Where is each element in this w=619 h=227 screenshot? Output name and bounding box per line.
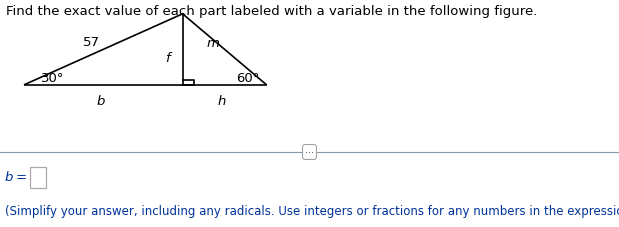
FancyBboxPatch shape bbox=[30, 168, 46, 188]
Text: 60°: 60° bbox=[236, 72, 259, 85]
Text: h: h bbox=[217, 94, 226, 108]
Text: b =: b = bbox=[5, 171, 27, 184]
Text: ···: ··· bbox=[305, 147, 314, 157]
Text: Find the exact value of each part labeled with a variable in the following figur: Find the exact value of each part labele… bbox=[6, 5, 537, 18]
Text: m: m bbox=[206, 37, 219, 50]
Text: 57: 57 bbox=[83, 35, 100, 49]
Text: f: f bbox=[165, 51, 170, 64]
Text: 30°: 30° bbox=[41, 72, 64, 85]
Text: b: b bbox=[97, 94, 105, 108]
Text: (Simplify your answer, including any radicals. Use integers or fractions for any: (Simplify your answer, including any rad… bbox=[5, 205, 619, 217]
